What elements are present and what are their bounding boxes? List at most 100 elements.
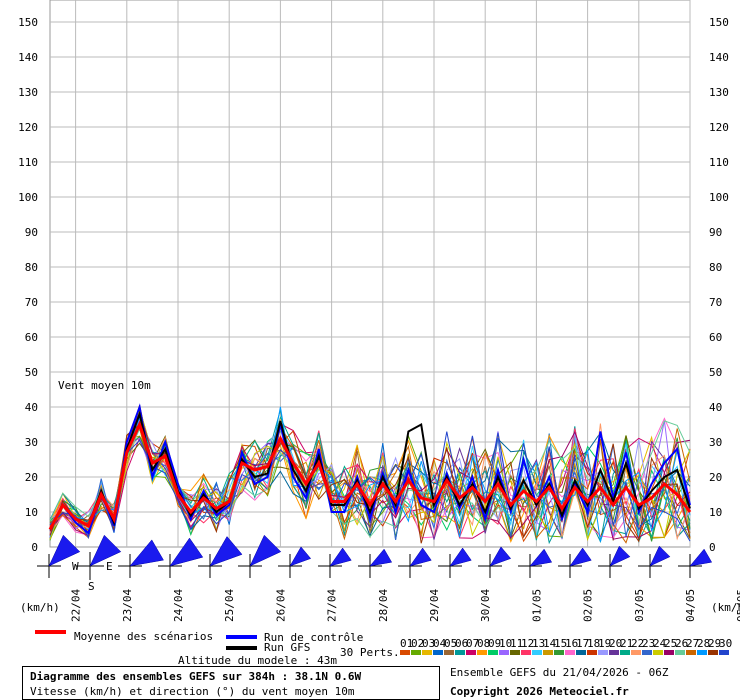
wind-arrow [689,548,713,567]
y-tick-right: 10 [709,506,722,519]
perturbation-number: 11 [510,637,523,650]
y-tick-left: 100 [18,191,38,204]
perturbation-number: 09 [488,637,501,650]
y-tick-right: 30 [709,436,722,449]
perturbation-swatch [543,650,553,655]
date-label: 04/05 [684,589,697,622]
perturbation-swatch [664,650,674,655]
ylabel-left: (km/h) [20,601,60,614]
perturbation-number: 03 [422,637,435,650]
date-label: 05/05 [735,589,740,622]
legend-line-gfs [226,646,257,650]
compass-w: W [72,560,79,573]
perturbation-swatch [598,650,608,655]
compass-e: E [106,560,113,573]
date-label: 30/04 [479,589,492,622]
y-tick-left: 120 [18,121,38,134]
perturbation-number: 22 [631,637,644,650]
legend-line-moyenne [35,630,66,634]
y-tick-right: 110 [709,156,729,169]
altitude-label: Altitude du modele : 43m [178,654,337,667]
wind-arrow [649,545,671,567]
perturbation-swatch [642,650,652,655]
perturbation-number: 07 [466,637,479,650]
y-tick-left: 110 [18,156,38,169]
perturbation-number: 06 [455,637,468,650]
series-line [49,403,691,535]
perturbation-line [49,418,691,541]
perturbation-number: 21 [620,637,633,650]
y-tick-left: 150 [18,16,38,29]
perturbation-swatch [708,650,718,655]
date-label: 02/05 [582,589,595,622]
wind-direction-arrows: WSE [37,534,713,593]
perturbation-number: 30 [719,637,732,650]
series-line [48,420,692,531]
y-tick-left: 30 [25,436,38,449]
perturbation-swatch [411,650,421,655]
y-tick-left: 10 [25,506,38,519]
annotation-label: Vent moyen 10m [58,379,151,392]
wind-arrow [369,548,393,567]
wind-arrow [209,536,243,567]
perturbation-swatch [631,650,641,655]
perturbation-number: 17 [576,637,589,650]
perturbation-number: 29 [708,637,721,650]
wind-arrow [489,546,512,567]
main-series-lines [48,403,692,535]
perturbation-swatch [455,650,465,655]
y-tick-left: 140 [18,51,38,64]
perturbation-number: 04 [433,637,447,650]
y-tick-left: 0 [31,541,38,554]
date-label: 01/05 [530,589,543,622]
perturbation-swatch [466,650,476,655]
perturbation-swatch [477,650,487,655]
perturbation-number: 12 [521,637,534,650]
compass-s: S [88,580,95,593]
y-tick-right: 130 [709,86,729,99]
wind-arrow [169,537,204,567]
date-label: 28/04 [377,589,390,622]
y-tick-right: 90 [709,226,722,239]
y-tick-right: 100 [709,191,729,204]
perturbation-swatch [719,650,729,655]
perturbation-swatch [444,650,454,655]
perturbation-swatch [653,650,663,655]
perturbation-number: 16 [565,637,578,650]
legend-line-controle [226,635,257,639]
perturbation-number: 05 [444,637,457,650]
wind-arrow [48,534,81,567]
wind-arrow [129,539,164,567]
y-tick-right: 120 [709,121,729,134]
y-tick-right: 40 [709,401,722,414]
title-box: Diagramme des ensembles GEFS sur 384h : … [22,666,440,700]
perturbation-swatch [620,650,630,655]
perturbation-number: 23 [642,637,655,650]
date-label: 25/04 [223,589,236,622]
date-label: 26/04 [274,589,287,622]
perturbation-swatch [686,650,696,655]
perturbation-number: 27 [686,637,699,650]
perturbation-number: 01 [400,637,413,650]
chart-subtitle: Vitesse (km/h) et direction (°) du vent … [30,685,355,698]
y-tick-left: 70 [25,296,38,309]
date-label: 22/04 [70,589,83,622]
wind-arrow [89,534,122,567]
perturbation-swatch [433,650,443,655]
wind-arrow [449,547,472,567]
y-tick-right: 20 [709,471,722,484]
perturbation-number: 13 [532,637,545,650]
perturbation-number: 19 [598,637,611,650]
y-tick-left: 60 [25,331,38,344]
perturbation-number: 24 [653,637,667,650]
y-tick-right: 140 [709,51,729,64]
perturbation-swatch [609,650,619,655]
wind-arrow [329,547,352,567]
y-tick-left: 40 [25,401,38,414]
perturbation-number: 14 [543,637,557,650]
perturbation-number: 02 [411,637,424,650]
y-tick-left: 20 [25,471,38,484]
copyright-label: Copyright 2026 Meteociel.fr [450,685,629,698]
perturbation-swatch [532,650,542,655]
